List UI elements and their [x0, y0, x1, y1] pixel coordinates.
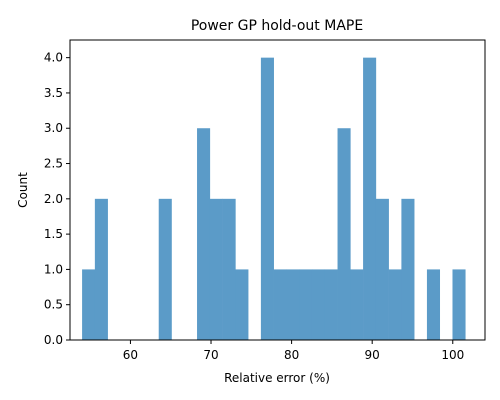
x-ticks: 60 70 80 90 100 — [123, 340, 464, 362]
histogram-bar — [197, 128, 211, 340]
plot-frame — [69, 39, 486, 341]
histogram-bar — [375, 198, 389, 340]
x-tick-label: 70 — [203, 348, 218, 362]
histogram-bar — [286, 269, 300, 340]
histogram-bar — [452, 269, 466, 340]
y-tick-label: 0.0 — [44, 333, 63, 347]
y-tick-label: 3.0 — [44, 121, 63, 135]
x-axis-label: Relative error (%) — [224, 371, 330, 385]
histogram-bar — [260, 57, 274, 340]
y-tick-label: 4.0 — [44, 51, 63, 65]
x-tick-label: 80 — [284, 348, 299, 362]
histogram-bar — [363, 57, 377, 340]
y-axis-label: Count — [16, 172, 30, 208]
chart-title: Power GP hold-out MAPE — [191, 18, 363, 34]
y-tick-label: 1.0 — [44, 262, 63, 276]
histogram-bar — [273, 269, 287, 340]
histogram-bar — [82, 269, 96, 340]
y-tick-label: 1.5 — [44, 227, 63, 241]
histogram-bar — [209, 198, 223, 340]
histogram-bar — [299, 269, 313, 340]
x-tick-label: 60 — [123, 348, 138, 362]
y-tick-label: 0.5 — [44, 298, 63, 312]
histogram-bar — [350, 269, 364, 340]
histogram-bar — [158, 198, 172, 340]
y-tick-label: 3.5 — [44, 86, 63, 100]
axes-layer — [69, 39, 486, 341]
y-tick-label: 2.0 — [44, 192, 63, 206]
histogram-bar — [311, 269, 326, 340]
bars-layer — [82, 57, 466, 340]
histogram-bar — [426, 269, 441, 340]
x-tick-label: 90 — [365, 348, 380, 362]
histogram-bar — [235, 269, 249, 340]
x-tick-label: 100 — [441, 348, 464, 362]
histogram-bar — [222, 198, 236, 340]
histogram-bar — [94, 198, 108, 340]
histogram-bar — [388, 269, 402, 340]
histogram-bar — [324, 269, 338, 340]
histogram-bar — [401, 198, 415, 340]
histogram-bar — [337, 128, 351, 340]
y-ticks: 0.0 0.5 1.0 1.5 2.0 2.5 3.0 3.5 4.0 — [44, 51, 70, 347]
y-tick-label: 2.5 — [44, 157, 63, 171]
